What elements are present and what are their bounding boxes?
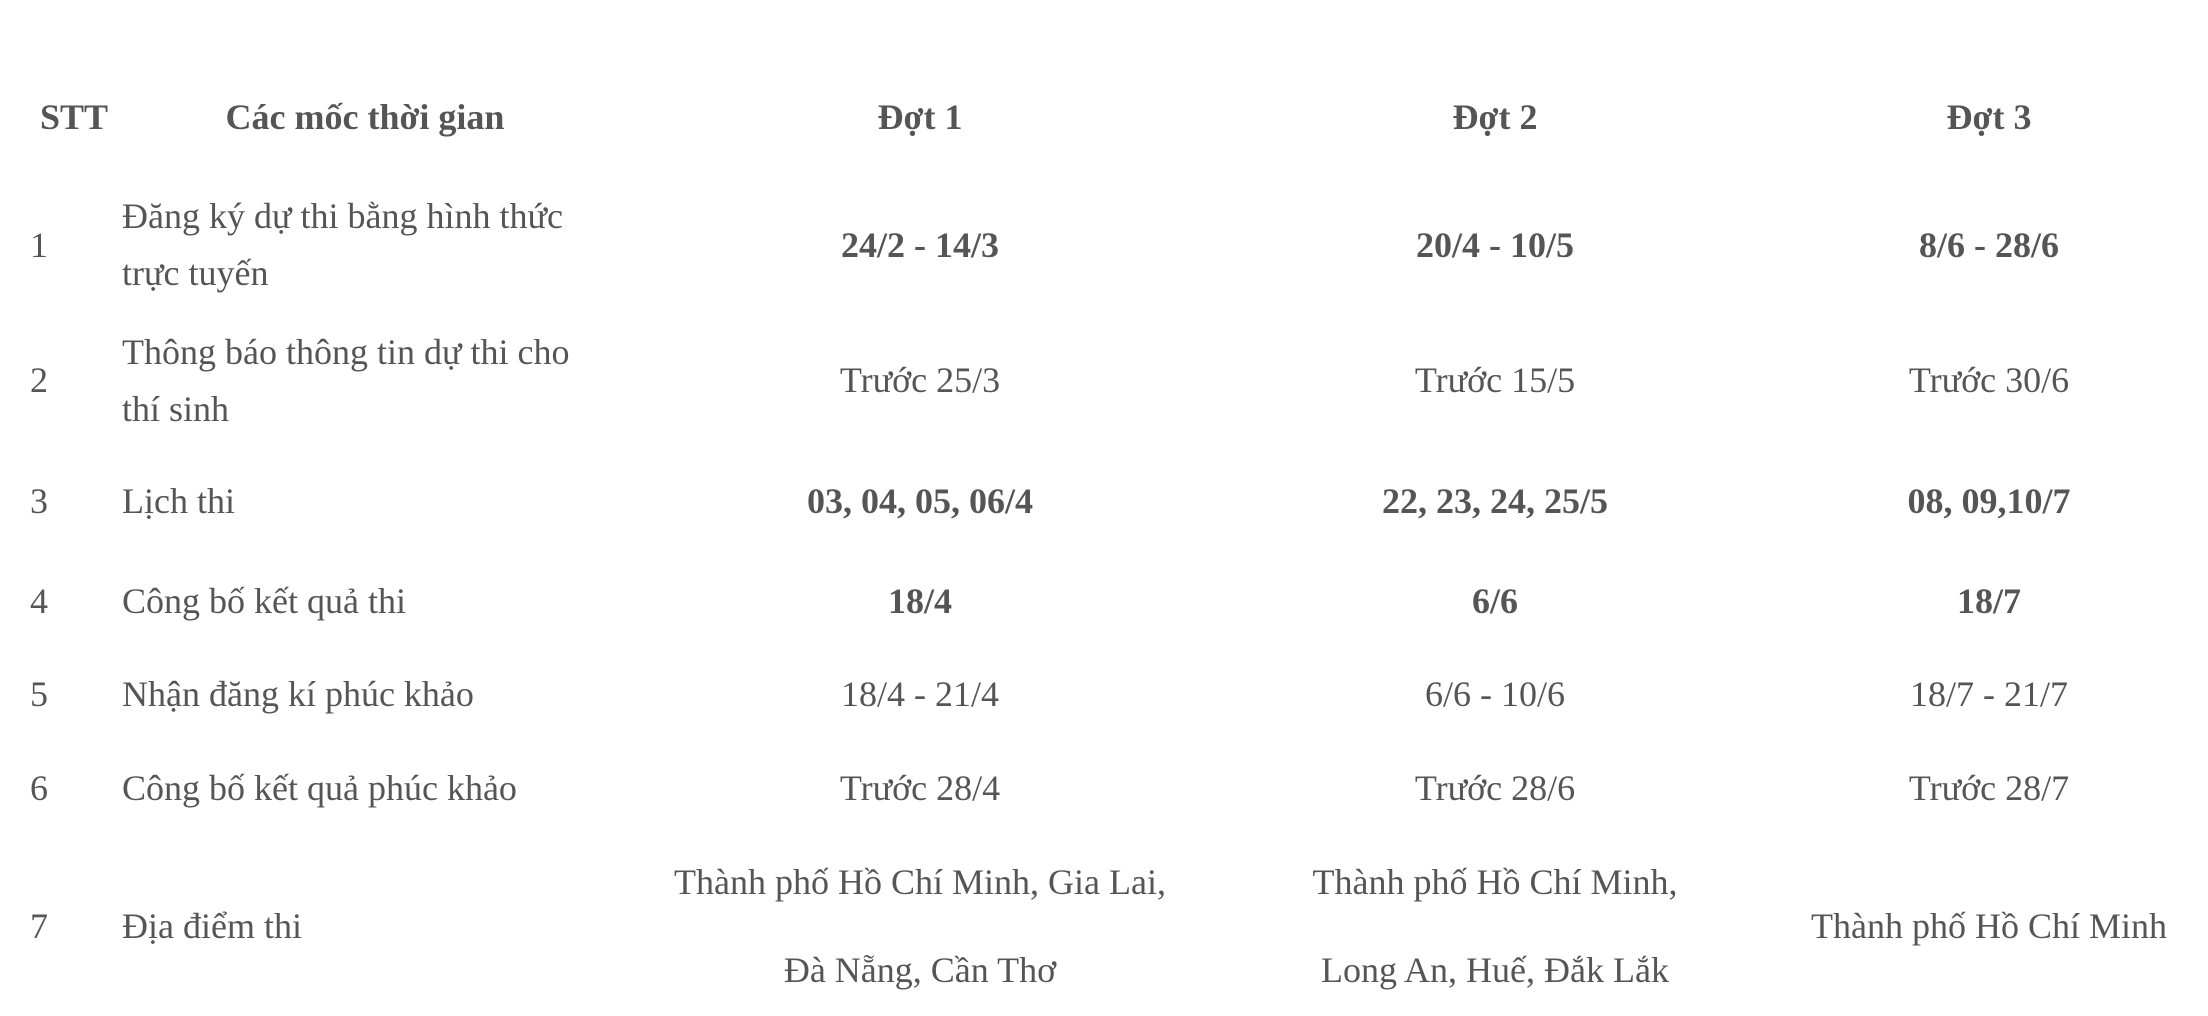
- dot-3-value: 8/6 - 28/6: [1919, 224, 2059, 265]
- milestone-label: Đăng ký dự thi bằng hình thức trực tuyến: [122, 196, 563, 293]
- row-number: 3: [30, 481, 48, 521]
- header-stt: STT: [40, 96, 109, 137]
- dot-3-value: 08, 09,10/7: [1907, 481, 2071, 521]
- dot-1-value: 18/4: [887, 581, 952, 621]
- milestone-label: Lịch thi: [122, 481, 235, 521]
- table-row: 5 Nhận đăng kí phúc khảo 18/4 - 21/4 6/6…: [0, 648, 2208, 741]
- table-row: 1 Đăng ký dự thi bằng hình thức trực tuy…: [0, 177, 2208, 313]
- dot-2-value: 6/6 - 10/6: [1425, 674, 1565, 714]
- header-row: STT Các mốc thời gian Đợt 1 Đợt 2 Đợt 3: [0, 57, 2208, 177]
- milestone-label: Công bố kết quả thi: [122, 581, 406, 621]
- row-number: 4: [30, 581, 48, 621]
- row-number: 2: [30, 360, 48, 400]
- dot-1-value: Trước 25/3: [839, 360, 1001, 400]
- row-number: 6: [30, 767, 48, 808]
- table-row: 6 Công bố kết quả phúc khảo Trước 28/4 T…: [0, 741, 2208, 835]
- table-row: 3 Lịch thi 03, 04, 05, 06/4 22, 23, 24, …: [0, 448, 2208, 555]
- dot-3-value: Trước 28/7: [1908, 767, 2070, 808]
- header-dot-2: Đợt 2: [1452, 96, 1538, 137]
- table-row: 7 Địa điểm thi Thành phố Hồ Chí Minh, Gi…: [0, 835, 2208, 1016]
- row-number: 1: [30, 224, 48, 265]
- dot-3-value: 18/7 - 21/7: [1910, 674, 2068, 714]
- dot-2-value: Trước 28/6: [1414, 767, 1576, 808]
- dot-1-value: 18/4 - 21/4: [841, 674, 999, 714]
- dot-3-value: Thành phố Hồ Chí Minh: [1811, 905, 2167, 946]
- header-dot-3: Đợt 3: [1946, 96, 2032, 137]
- milestone-label: Công bố kết quả phúc khảo: [122, 767, 517, 808]
- milestone-label: Nhận đăng kí phúc khảo: [122, 674, 474, 714]
- dot-2-value: 20/4 - 10/5: [1416, 224, 1574, 265]
- table-row: 2 Thông báo thông tin dự thi cho thí sin…: [0, 313, 2208, 448]
- milestone-label: Thông báo thông tin dự thi cho thí sinh: [122, 331, 570, 429]
- dot-2-value: 22, 23, 24, 25/5: [1381, 481, 1608, 521]
- milestone-label: Địa điểm thi: [122, 905, 302, 946]
- header-milestones: Các mốc thời gian: [225, 96, 505, 137]
- dot-1-value: Thành phố Hồ Chí Minh, Gia Lai, Đà Nẵng,…: [674, 861, 1166, 990]
- dot-1-value: 24/2 - 14/3: [841, 224, 999, 265]
- dot-1-value: 03, 04, 05, 06/4: [806, 481, 1033, 521]
- dot-2-value: Thành phố Hồ Chí Minh, Long An, Huế, Đắk…: [1312, 861, 1678, 990]
- dot-2-value: Trước 15/5: [1414, 360, 1576, 400]
- header-dot-1: Đợt 1: [877, 96, 963, 137]
- row-number: 7: [30, 905, 48, 946]
- table-row: 4 Công bố kết quả thi 18/4 6/6 18/7: [0, 555, 2208, 648]
- exam-schedule-table: STT Các mốc thời gian Đợt 1 Đợt 2 Đợt 3 …: [0, 57, 2208, 1016]
- row-number: 5: [30, 674, 48, 714]
- dot-3-value: 18/7: [1956, 581, 2021, 621]
- dot-2-value: 6/6: [1471, 581, 1518, 621]
- dot-1-value: Trước 28/4: [839, 767, 1001, 808]
- dot-3-value: Trước 30/6: [1908, 360, 2070, 400]
